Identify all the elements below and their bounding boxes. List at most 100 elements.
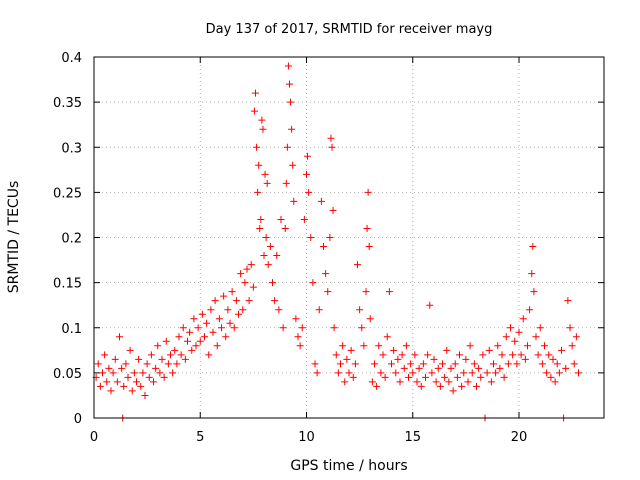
data-point [139, 369, 147, 377]
data-point [158, 355, 166, 363]
data-point [447, 364, 455, 372]
data-point [504, 360, 512, 368]
data-point [436, 382, 444, 390]
data-point [305, 188, 313, 196]
data-point [143, 360, 151, 368]
data-point [255, 161, 263, 169]
data-point [553, 360, 561, 368]
data-point [375, 342, 383, 350]
data-point [490, 360, 497, 368]
data-point [213, 342, 221, 350]
data-point [460, 369, 468, 377]
y-tick-label: 0.25 [53, 186, 82, 201]
data-point [290, 197, 298, 205]
data-point [130, 369, 138, 377]
data-point [568, 342, 576, 350]
data-point [485, 346, 493, 354]
data-point [109, 369, 117, 377]
data-point [150, 378, 157, 386]
data-point [218, 324, 225, 332]
data-point [364, 188, 372, 196]
data-point [555, 369, 563, 377]
data-point [173, 360, 181, 368]
data-point [232, 297, 240, 305]
axis-ticks [93, 56, 604, 419]
data-point [328, 143, 336, 151]
data-point [263, 179, 271, 187]
data-point [526, 306, 534, 314]
data-point [466, 342, 474, 350]
data-point [500, 373, 508, 381]
data-point [156, 369, 164, 377]
data-point [392, 369, 400, 377]
data-point [334, 369, 342, 377]
data-point [190, 315, 198, 323]
data-point [222, 333, 230, 341]
data-point [275, 306, 283, 314]
data-point [373, 382, 381, 390]
data-point [111, 355, 119, 363]
data-point [417, 382, 425, 390]
data-point [147, 351, 155, 359]
data-point [326, 234, 334, 241]
data-point [103, 378, 111, 386]
data-point [441, 373, 449, 381]
data-point [524, 342, 531, 350]
y-tick-label: 0.15 [53, 277, 82, 292]
data-point [279, 324, 287, 332]
data-point [464, 378, 472, 386]
data-point [332, 351, 340, 359]
data-point [254, 188, 262, 196]
data-point [179, 324, 187, 332]
data-point [175, 333, 183, 341]
data-point [543, 369, 551, 377]
data-point [566, 324, 574, 332]
data-point [169, 369, 177, 377]
data-point [477, 373, 485, 381]
data-point [113, 378, 121, 386]
data-point [396, 378, 404, 386]
data-point [307, 234, 315, 241]
data-point [530, 288, 538, 296]
data-point [292, 315, 300, 323]
data-point [303, 170, 310, 178]
data-point [289, 161, 297, 169]
data-point [575, 369, 582, 377]
tick-labels: 0 0.05 0.1 0.15 0.2 0.25 0.3 0.35 0.4 0 5 10 15 20 [53, 51, 527, 445]
data-point [419, 360, 427, 368]
y-tick-label: 0.05 [53, 367, 82, 382]
data-point [162, 337, 170, 345]
data-point [405, 373, 412, 381]
x-tick-label: 0 [90, 430, 98, 445]
data-point [128, 387, 136, 395]
plot-frame [93, 56, 605, 419]
data-point [192, 342, 200, 350]
data-point [245, 297, 253, 305]
data-point [205, 351, 213, 359]
data-point [385, 288, 393, 296]
data-point [241, 279, 249, 287]
data-point [324, 288, 332, 296]
data-point [432, 378, 440, 386]
data-point [551, 378, 559, 386]
data-point [137, 382, 145, 390]
data-point [570, 360, 578, 368]
data-point [101, 351, 109, 359]
data-point [167, 351, 174, 359]
data-point [383, 333, 391, 341]
data-point [349, 373, 357, 381]
data-point [294, 333, 302, 341]
data-point [475, 364, 483, 372]
data-point [141, 391, 149, 399]
data-point [498, 351, 506, 359]
data-point [154, 342, 162, 350]
data-point [407, 360, 415, 368]
data-point [511, 337, 519, 345]
data-point [258, 116, 266, 124]
data-point [194, 324, 202, 332]
data-point [528, 270, 536, 278]
y-axis-title: SRMTID / TECUs [6, 181, 22, 294]
x-tick-label: 5 [196, 430, 204, 445]
data-point [177, 351, 185, 359]
